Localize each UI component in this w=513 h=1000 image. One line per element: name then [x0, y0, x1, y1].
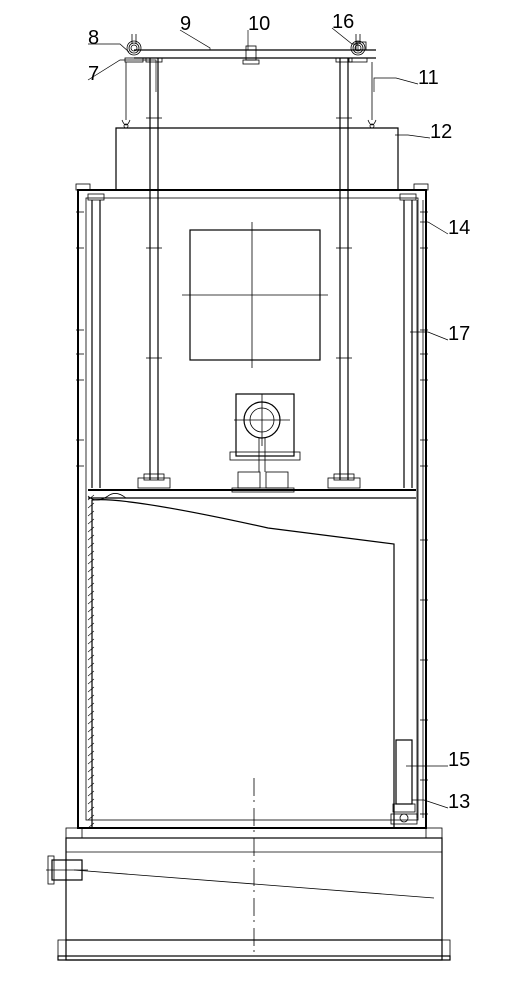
- callout-label: 11: [418, 67, 439, 89]
- callout-label: 15: [448, 749, 470, 771]
- callout-label: 8: [88, 27, 99, 49]
- callout-label: 14: [448, 217, 470, 239]
- callout-label: 16: [332, 11, 354, 33]
- callout-label: 17: [448, 323, 470, 345]
- callout-label: 12: [430, 121, 452, 143]
- callout-label: 10: [248, 13, 270, 35]
- callout-label: 7: [88, 63, 99, 85]
- callout-label: 9: [180, 13, 191, 35]
- callout-label: 13: [448, 791, 470, 813]
